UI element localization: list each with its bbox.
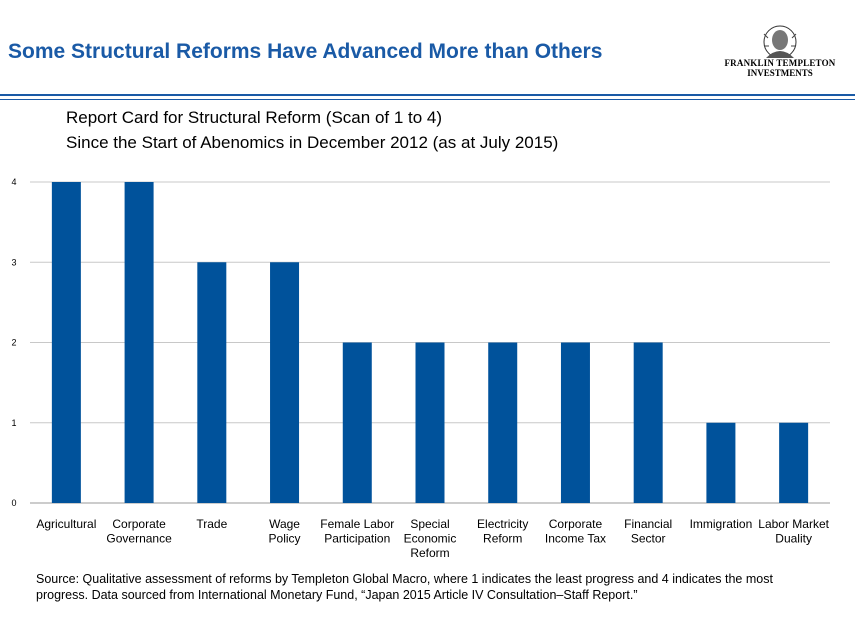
x-category-label-line: Reform [410,546,449,560]
x-category-label-line: Sector [631,532,666,546]
bar [51,182,81,503]
x-category-label-line: Female Labor [320,517,394,531]
bar [633,342,663,503]
y-tick-label: 3 [11,257,16,267]
bar [488,342,518,503]
x-category-label: Agricultural [36,517,96,531]
x-category-label-line: Special [410,517,449,531]
bar [706,422,736,503]
source-note: Source: Qualitative assessment of reform… [36,572,773,602]
bar [270,262,300,503]
bar [342,342,372,503]
x-category-label-line: Wage [269,517,300,531]
x-category-label-line: Corporate [549,517,603,531]
x-category-label-line: Financial [624,517,672,531]
x-category-label-line: Income Tax [545,532,606,546]
portrait-logo-icon [763,25,797,59]
x-category-label: Corporate Governance [106,517,172,546]
x-category-label-line: Immigration [690,517,753,531]
bar [779,422,809,503]
x-category-label-line: Trade [196,517,227,531]
y-tick-label: 4 [11,177,16,187]
x-category-label: Financial Sector [624,517,672,546]
x-category-label-line: Duality [775,532,812,546]
x-category-label-line: Corporate [112,517,166,531]
logo-subname: INVESTMENTS [747,68,813,78]
header-rule-thin [0,99,855,100]
x-category-label: Electricity Reform [477,517,528,546]
x-category-label-line: Governance [106,532,172,546]
x-category-label: Corporate Income Tax [545,517,606,546]
x-category-label-line: Labor Market [758,517,829,531]
page-title: Some Structural Reforms Have Advanced Mo… [8,40,603,63]
bar [560,342,590,503]
x-category-label: Labor Market Duality [758,517,829,546]
bar [415,342,445,503]
y-tick-label: 2 [11,338,16,348]
chart-title: Report Card for Structural Reform (Scan … [66,108,443,127]
chart-subtitle: Since the Start of Abenomics in December… [66,133,559,152]
x-category-label-line: Policy [269,532,301,546]
x-category-label-line: Agricultural [36,517,96,531]
x-category-label: Trade [196,517,227,531]
x-category-label-line: Economic [404,532,457,546]
y-tick-label: 0 [11,498,16,508]
franklin-templeton-logo: FRANKLIN TEMPLETON INVESTMENTS [720,24,840,86]
header-rule-thick [0,94,855,96]
x-category-label: Immigration [690,517,753,531]
y-tick-label: 1 [11,418,16,428]
x-category-label: Female Labor Participation [320,517,394,546]
x-category-label: Special Economic Reform [404,517,457,560]
bar [197,262,227,503]
x-category-label-line: Reform [483,532,522,546]
x-category-label-line: Electricity [477,517,528,531]
x-category-label-line: Participation [324,532,390,546]
logo-name: FRANKLIN TEMPLETON [724,58,836,68]
x-category-label: Wage Policy [269,517,301,546]
bar [124,182,154,503]
